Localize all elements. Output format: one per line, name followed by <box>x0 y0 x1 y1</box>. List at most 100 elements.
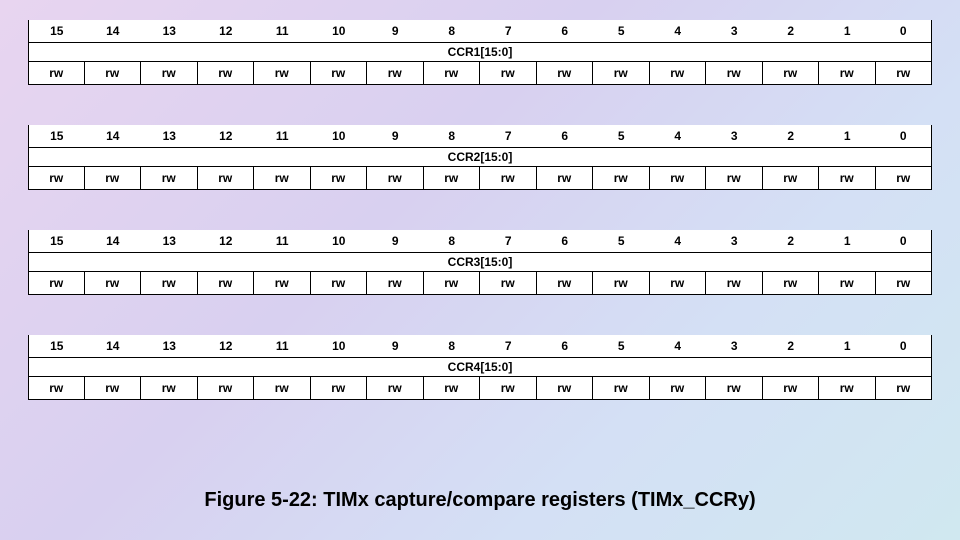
bit-label: 13 <box>141 335 198 358</box>
bit-label: 15 <box>28 335 85 358</box>
bit-label: 2 <box>763 125 820 148</box>
rw-label: rw <box>650 377 707 400</box>
bit-label: 5 <box>593 335 650 358</box>
bit-label: 3 <box>706 125 763 148</box>
rw-label: rw <box>367 272 424 295</box>
figure-caption: Figure 5-22: TIMx capture/compare regist… <box>0 489 960 512</box>
bit-label: 4 <box>650 125 707 148</box>
rw-label: rw <box>763 272 820 295</box>
rw-label: rw <box>480 167 537 190</box>
bit-label: 5 <box>593 20 650 43</box>
bit-label: 12 <box>198 335 255 358</box>
rw-label: rw <box>367 377 424 400</box>
bit-label: 12 <box>198 230 255 253</box>
register-block: 1514131211109876543210CCR4[15:0]rwrwrwrw… <box>28 335 932 400</box>
bit-label: 1 <box>819 230 876 253</box>
rw-label: rw <box>311 377 368 400</box>
rw-label: rw <box>480 62 537 85</box>
bit-label: 15 <box>28 20 85 43</box>
bit-label: 10 <box>311 335 368 358</box>
rw-label: rw <box>254 377 311 400</box>
rw-label: rw <box>763 167 820 190</box>
bit-label: 12 <box>198 20 255 43</box>
rw-label: rw <box>198 62 255 85</box>
rw-label: rw <box>650 62 707 85</box>
register-block: 1514131211109876543210CCR1[15:0]rwrwrwrw… <box>28 20 932 85</box>
rw-label: rw <box>141 62 198 85</box>
bit-label: 14 <box>85 20 142 43</box>
rw-label: rw <box>706 272 763 295</box>
rw-label: rw <box>85 62 142 85</box>
rw-label: rw <box>876 62 933 85</box>
bit-label: 1 <box>819 335 876 358</box>
bit-label: 3 <box>706 20 763 43</box>
bit-label: 15 <box>28 230 85 253</box>
bit-label: 2 <box>763 20 820 43</box>
bit-label: 11 <box>254 335 311 358</box>
bit-label: 13 <box>141 125 198 148</box>
rw-label: rw <box>28 377 85 400</box>
rw-label: rw <box>763 377 820 400</box>
bit-label: 9 <box>367 20 424 43</box>
rw-row: rwrwrwrwrwrwrwrwrwrwrwrwrwrwrwrw <box>28 167 932 190</box>
rw-label: rw <box>311 62 368 85</box>
bit-label: 7 <box>480 230 537 253</box>
bit-label: 0 <box>876 125 933 148</box>
rw-row: rwrwrwrwrwrwrwrwrwrwrwrwrwrwrwrw <box>28 377 932 400</box>
bit-label: 7 <box>480 20 537 43</box>
bit-header-row: 1514131211109876543210 <box>28 335 932 358</box>
bit-label: 14 <box>85 125 142 148</box>
rw-label: rw <box>763 62 820 85</box>
bit-label: 9 <box>367 125 424 148</box>
rw-row: rwrwrwrwrwrwrwrwrwrwrwrwrwrwrwrw <box>28 272 932 295</box>
rw-label: rw <box>706 167 763 190</box>
bit-header-row: 1514131211109876543210 <box>28 125 932 148</box>
rw-label: rw <box>198 167 255 190</box>
rw-label: rw <box>650 272 707 295</box>
bit-label: 14 <box>85 230 142 253</box>
register-name: CCR2[15:0] <box>28 148 932 167</box>
bit-label: 2 <box>763 230 820 253</box>
rw-label: rw <box>819 272 876 295</box>
rw-label: rw <box>254 62 311 85</box>
register-block: 1514131211109876543210CCR2[15:0]rwrwrwrw… <box>28 125 932 190</box>
rw-label: rw <box>28 62 85 85</box>
register-name: CCR4[15:0] <box>28 358 932 377</box>
bit-label: 11 <box>254 125 311 148</box>
rw-label: rw <box>28 272 85 295</box>
register-name: CCR3[15:0] <box>28 253 932 272</box>
rw-label: rw <box>706 377 763 400</box>
rw-label: rw <box>424 167 481 190</box>
bit-label: 1 <box>819 125 876 148</box>
rw-label: rw <box>537 377 594 400</box>
rw-label: rw <box>141 377 198 400</box>
bit-label: 12 <box>198 125 255 148</box>
rw-label: rw <box>85 167 142 190</box>
rw-label: rw <box>28 167 85 190</box>
rw-label: rw <box>593 167 650 190</box>
bit-label: 8 <box>424 20 481 43</box>
rw-label: rw <box>367 167 424 190</box>
rw-label: rw <box>141 167 198 190</box>
bit-label: 14 <box>85 335 142 358</box>
bit-label: 1 <box>819 20 876 43</box>
rw-label: rw <box>254 167 311 190</box>
bit-label: 10 <box>311 125 368 148</box>
bit-label: 0 <box>876 230 933 253</box>
bit-label: 9 <box>367 230 424 253</box>
bit-label: 0 <box>876 335 933 358</box>
bit-label: 4 <box>650 230 707 253</box>
rw-label: rw <box>819 62 876 85</box>
bit-label: 6 <box>537 20 594 43</box>
bit-label: 13 <box>141 20 198 43</box>
register-name: CCR1[15:0] <box>28 43 932 62</box>
rw-label: rw <box>85 377 142 400</box>
rw-label: rw <box>254 272 311 295</box>
bit-label: 9 <box>367 335 424 358</box>
bit-label: 8 <box>424 125 481 148</box>
rw-label: rw <box>706 62 763 85</box>
rw-label: rw <box>876 167 933 190</box>
rw-label: rw <box>876 377 933 400</box>
bit-label: 4 <box>650 20 707 43</box>
rw-label: rw <box>593 62 650 85</box>
